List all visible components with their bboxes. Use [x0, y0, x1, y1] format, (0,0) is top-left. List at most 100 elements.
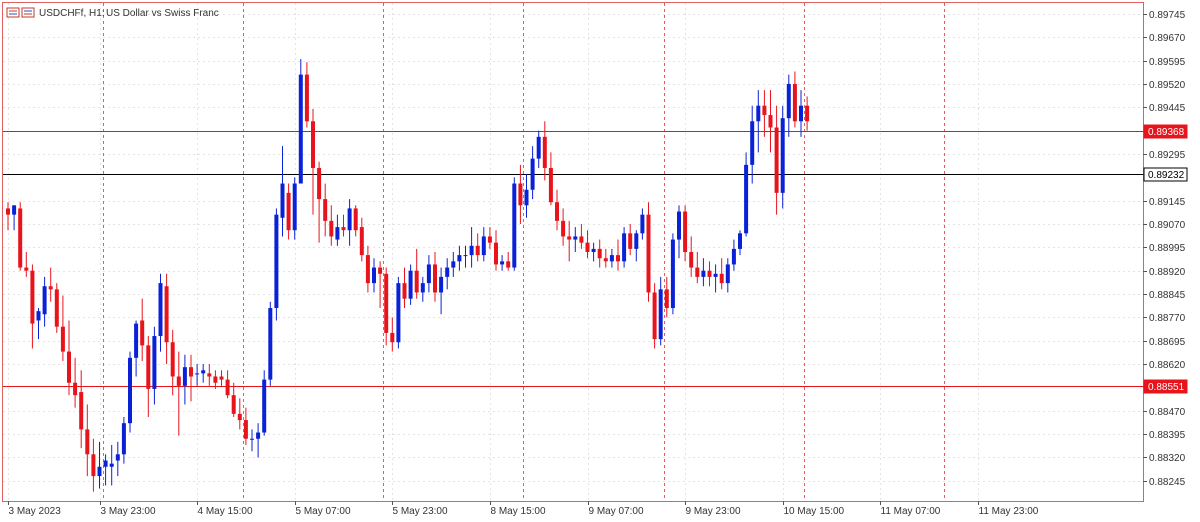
bear-candle	[585, 230, 590, 259]
chart-grid	[3, 3, 1143, 501]
candle-body	[140, 320, 145, 346]
candle-body	[628, 233, 633, 249]
candle-body	[542, 136, 547, 168]
candle-body	[792, 83, 797, 122]
candle-body	[54, 289, 59, 327]
bear-candle	[561, 208, 566, 246]
candle-body	[323, 199, 328, 221]
candle-body	[603, 258, 608, 262]
bear-candle	[518, 164, 523, 224]
candle-body	[73, 382, 78, 396]
candle-body	[701, 270, 706, 277]
bear-candle	[384, 267, 389, 346]
bull-candle	[103, 454, 108, 486]
bear-candle	[774, 105, 779, 215]
bull-candle	[408, 264, 413, 305]
bull-candle	[481, 227, 486, 262]
time-tick-label: 5 May 23:00	[393, 506, 448, 517]
chart-window-icon[interactable]	[6, 7, 20, 18]
bear-candle	[433, 252, 437, 302]
bull-candle	[280, 146, 285, 237]
candle-body	[567, 236, 572, 240]
bear-candle	[475, 233, 480, 262]
horizontal-levels[interactable]	[3, 131, 1143, 387]
bull-candle	[274, 208, 279, 321]
candle-body	[237, 413, 242, 421]
price-tick-label: 0.88695	[1149, 337, 1186, 348]
candle-body	[213, 376, 218, 383]
bear-candle	[91, 438, 96, 492]
bear-candle	[73, 357, 78, 408]
candle-body	[609, 255, 614, 262]
time-tick-label: 8 May 15:00	[491, 506, 546, 517]
price-tick-label: 0.88770	[1149, 313, 1186, 324]
price-tick-label: 0.89145	[1149, 197, 1186, 208]
candle-body	[341, 227, 346, 231]
time-axis[interactable]: 3 May 2023 3 May 23:00 4 May 15:00 5 May 07…	[8, 501, 1039, 517]
time-tick-label: 11 May 23:00	[979, 506, 1039, 517]
price-tick-label: 0.89070	[1149, 220, 1186, 231]
candle-body	[683, 211, 688, 252]
bull-candle	[756, 90, 761, 153]
bull-candle	[677, 205, 681, 259]
bear-candle	[719, 258, 724, 290]
candle-body	[725, 264, 730, 284]
chart-header: USDCHFf, H1: US Dollar vs Swiss Franc	[6, 7, 219, 19]
candle-body	[555, 202, 559, 221]
bear-candle	[683, 205, 688, 262]
candle-body	[329, 220, 334, 237]
candle-body	[24, 267, 29, 271]
bull-candle	[268, 301, 273, 386]
candle-body	[353, 208, 358, 231]
bear-candle	[213, 370, 218, 389]
candle-body	[243, 420, 248, 439]
candle-body	[768, 115, 773, 128]
candle-body	[250, 438, 254, 440]
time-tick-label: 3 May 2023	[9, 506, 62, 517]
bear-candle	[365, 245, 370, 293]
candle-body	[384, 273, 389, 333]
candle-body	[652, 292, 657, 340]
candle-body	[548, 167, 553, 203]
bull-candle	[182, 354, 187, 405]
bear-candle	[329, 205, 334, 246]
bull-candle	[445, 258, 450, 290]
candle-body	[60, 326, 65, 352]
candle-body	[561, 220, 566, 237]
bear-candle	[48, 267, 53, 302]
price-tags: 0.89368 0.88551 0.89232	[1143, 124, 1188, 394]
candle-body	[372, 267, 376, 284]
bear-candle	[225, 370, 230, 399]
bear-candle	[6, 202, 10, 231]
candle-body	[152, 336, 157, 389]
chart-window-icon-secondary[interactable]	[21, 7, 35, 18]
candle-body	[469, 245, 474, 256]
candle-body	[433, 264, 437, 293]
candle-body	[689, 252, 694, 268]
candle-body	[292, 183, 297, 231]
bear-candle	[664, 276, 669, 318]
bull-candle	[640, 208, 645, 240]
candle-body	[6, 208, 10, 215]
price-axis[interactable]: 0.89745 0.89670 0.89595 0.89520 0.89445 0.892…	[1143, 10, 1186, 488]
level-price-tag	[1143, 124, 1188, 139]
candle-body	[646, 214, 651, 293]
time-tick-label: 9 May 07:00	[589, 506, 644, 517]
bear-candle	[542, 121, 547, 181]
bear-candle	[85, 404, 90, 477]
time-tick-label: 4 May 15:00	[198, 506, 253, 517]
candle-body	[36, 311, 41, 321]
bear-candle	[805, 96, 810, 131]
bear-candle	[762, 90, 767, 137]
candle-body	[164, 286, 169, 343]
bull-candle	[634, 230, 639, 262]
bear-candle	[189, 354, 193, 402]
candle-body	[799, 105, 803, 122]
bull-candle	[512, 177, 517, 271]
candle-body	[420, 283, 425, 293]
candle-body	[280, 183, 285, 218]
candle-body	[494, 242, 498, 265]
candle-body	[634, 233, 639, 249]
price-tick-label: 0.89295	[1149, 150, 1186, 161]
